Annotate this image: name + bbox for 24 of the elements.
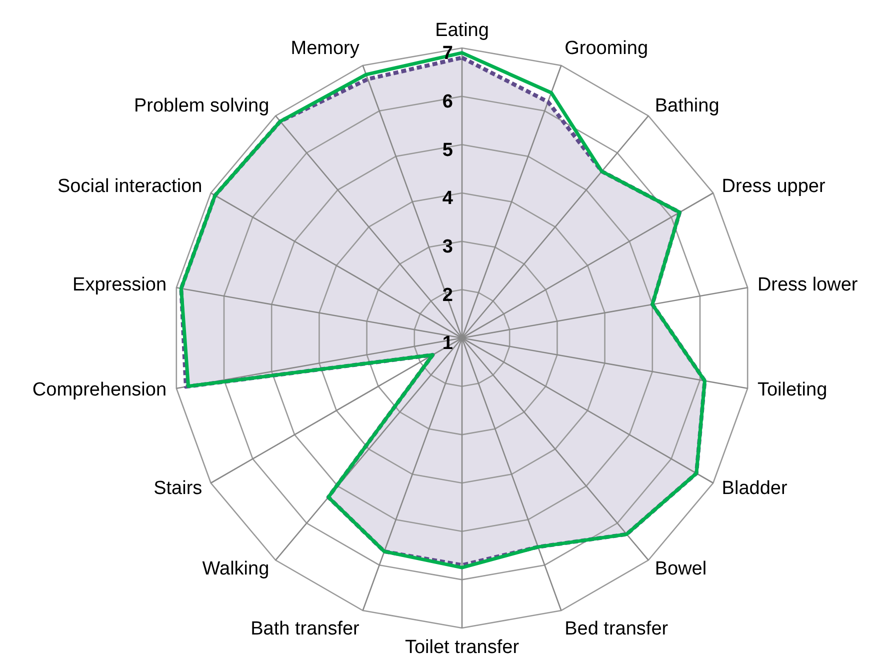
spoke-label: Grooming bbox=[564, 38, 648, 60]
y-tick-label: 5 bbox=[442, 140, 454, 161]
spoke-label: Toileting bbox=[757, 379, 828, 400]
spoke-label: Social interaction bbox=[57, 176, 202, 198]
y-tick-label: 3 bbox=[442, 236, 453, 258]
y-tick-label: 1 bbox=[442, 333, 454, 354]
y-tick-label: 6 bbox=[442, 91, 453, 112]
spoke-label: Dress upper bbox=[722, 176, 826, 198]
spoke-label: Dress lower bbox=[757, 274, 858, 296]
spoke-label: Comprehension bbox=[32, 379, 167, 400]
y-tick-label: 4 bbox=[442, 188, 454, 210]
spoke-label: Problem solving bbox=[134, 96, 270, 117]
spoke-label: Bath transfer bbox=[250, 618, 360, 640]
spoke-label: Eating bbox=[435, 20, 489, 41]
spoke-label: Bed transfer bbox=[564, 618, 669, 640]
spoke-label: Stairs bbox=[154, 478, 202, 500]
spoke-label: Toilet transfer bbox=[404, 636, 520, 658]
y-tick-label: 2 bbox=[442, 284, 453, 306]
spoke-label: Bathing bbox=[654, 96, 720, 117]
spoke-label: Bladder bbox=[722, 478, 788, 500]
spoke-label: Walking bbox=[202, 558, 270, 580]
spoke-label: Memory bbox=[290, 38, 360, 60]
spoke-label: Expression bbox=[72, 274, 167, 296]
spoke-label: Bowel bbox=[654, 558, 707, 580]
